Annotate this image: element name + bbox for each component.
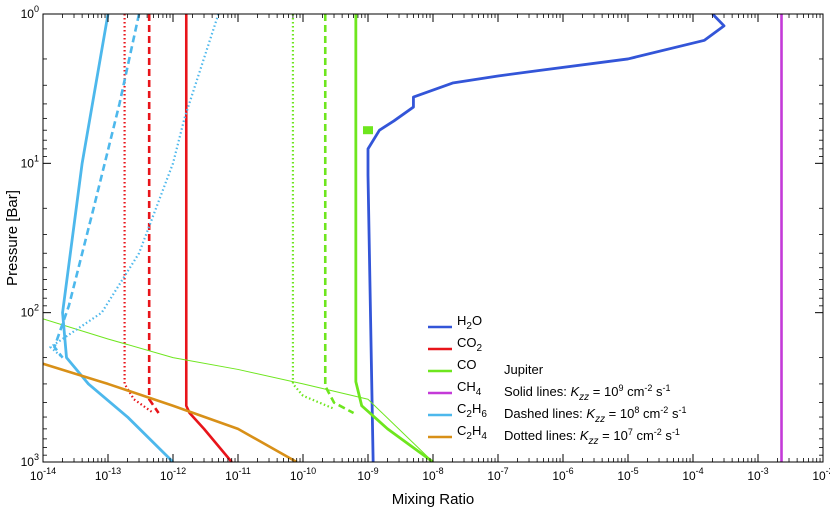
series-c2h6-dotted	[49, 14, 220, 359]
y-tick-label: 103	[21, 452, 39, 469]
y-tick-label: 101	[21, 153, 39, 170]
kzz-notes: Jupiter Solid lines: Kzz = 109 cm-2 s-1Da…	[504, 362, 686, 447]
legend-item-c2h4: C2H4	[428, 423, 487, 442]
legend-item-c2h6: C2H6	[428, 401, 487, 420]
y-axis-title: Pressure [Bar]	[4, 190, 21, 286]
series-co-dashed	[323, 14, 355, 415]
series-co2-solid	[184, 14, 233, 462]
x-tick-label: 10-4	[682, 466, 703, 483]
svg-text:CH4: CH4	[457, 379, 482, 398]
series-co-dotted	[291, 14, 335, 410]
x-axis-title: Mixing Ratio	[392, 491, 475, 508]
svg-text:C2H6: C2H6	[457, 401, 487, 420]
series-co-thin	[43, 318, 434, 462]
co-marker	[363, 126, 373, 135]
svg-text:C2H4: C2H4	[457, 423, 487, 442]
x-tick-label: 10-10	[290, 466, 316, 483]
x-tick-label: 10-9	[357, 466, 378, 483]
note-dashed-lines: Dashed lines: Kzz = 108 cm-2 s-1	[504, 405, 686, 425]
x-tick-label: 10-2	[812, 466, 830, 483]
legend-item-co: CO	[428, 357, 477, 373]
series-c2h6-solid	[61, 14, 174, 462]
note-dotted-lines: Dotted lines: Kzz = 107 cm-2 s-1	[504, 427, 680, 447]
svg-text:CO: CO	[457, 357, 477, 372]
x-tick-label: 10-13	[95, 466, 121, 483]
x-tick-label: 10-7	[487, 466, 508, 483]
x-tick-label: 10-8	[422, 466, 443, 483]
y-tick-label: 100	[21, 4, 39, 21]
y-tick-label: 102	[21, 303, 39, 320]
notes-title: Jupiter	[504, 362, 544, 377]
series-co2-dotted	[123, 14, 155, 414]
x-tick-label: 10-14	[30, 466, 56, 483]
series-c2h4-solid	[43, 362, 298, 462]
series-layer	[43, 14, 783, 462]
x-tick-label: 10-6	[552, 466, 573, 483]
legend-item-h2o: H2O	[428, 313, 482, 332]
series-h2o-solid	[366, 14, 726, 462]
legend-item-co2: CO2	[428, 335, 483, 354]
svg-text:H2O: H2O	[457, 313, 482, 332]
legend: H2O CO2 CO CH4 C2H6 C2H4	[428, 313, 487, 442]
x-tick-label: 10-11	[225, 466, 251, 483]
svg-text:CO2: CO2	[457, 335, 483, 354]
note-solid-lines: Solid lines: Kzz = 109 cm-2 s-1	[504, 383, 671, 403]
legend-item-ch4: CH4	[428, 379, 482, 398]
x-tick-label: 10-3	[747, 466, 768, 483]
series-co-solid	[354, 14, 434, 462]
x-tick-label: 10-5	[617, 466, 638, 483]
x-tick-label: 10-12	[160, 466, 186, 483]
plot-frame	[42, 13, 824, 463]
axes-layer: 10-14 10-13 10-12 10-11 10-10 10-9 10-8 10-7 10-…	[4, 4, 830, 508]
series-co2-dashed	[147, 14, 160, 414]
series-c2h6-dashed	[53, 14, 141, 359]
